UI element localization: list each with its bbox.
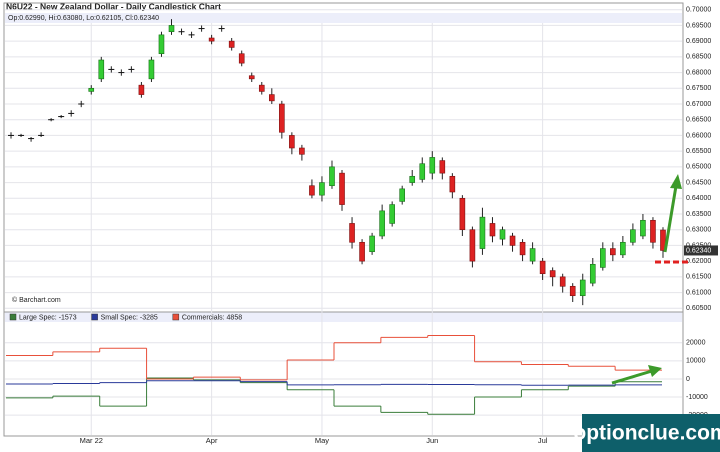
- candle-body: [289, 135, 295, 149]
- last-price-label: 0.62340: [686, 247, 711, 254]
- y-tick-label: 0.63500: [686, 211, 711, 218]
- candle-body: [650, 219, 656, 243]
- ohlc-info: Op:0.62990, Hi:0.63080, Lo:0.62105, Cl:0…: [8, 15, 159, 22]
- candle-body: [489, 223, 496, 237]
- y-tick-label: 0.67000: [686, 101, 711, 108]
- candle-body: [519, 241, 526, 256]
- candle-body: [359, 241, 365, 262]
- y-tick-label: 0: [686, 376, 690, 383]
- y-tick-label: 0.66500: [686, 117, 711, 124]
- candle-body: [409, 175, 416, 183]
- candle-body: [539, 260, 546, 275]
- candle-body: [389, 204, 395, 224]
- candle-body: [589, 263, 596, 284]
- candle-body: [98, 59, 105, 80]
- legend-label: Small Spec: -3285: [101, 314, 158, 321]
- y-tick-label: 0.68000: [686, 69, 711, 76]
- candle-body: [610, 248, 616, 256]
- legend-label: Large Spec: -1573: [19, 314, 77, 321]
- legend-swatch: [172, 313, 180, 321]
- candle-body: [339, 172, 345, 205]
- candle-body: [479, 216, 486, 249]
- cot-arrow: [611, 369, 653, 385]
- candle-body: [309, 185, 315, 196]
- candle-body: [469, 229, 476, 262]
- y-tick-label: 0.69500: [686, 22, 711, 29]
- candle-body: [329, 166, 335, 187]
- candle-body: [148, 59, 155, 80]
- frame: [3, 2, 684, 437]
- y-tick-label: 0.66000: [686, 132, 711, 139]
- watermark-box: [582, 414, 720, 452]
- y-tick-label: 0.64500: [686, 179, 711, 186]
- price-arrow: [663, 185, 678, 253]
- candle-body: [168, 25, 175, 33]
- candle-body: [158, 34, 165, 55]
- candle-body: [600, 248, 606, 268]
- x-tick-label: Mar 22: [80, 436, 103, 445]
- y-tick-label: 0.61000: [686, 289, 711, 296]
- y-tick-label: 0.63000: [686, 227, 711, 234]
- y-tick-label: -10000: [686, 394, 708, 401]
- legend-swatch: [9, 313, 17, 321]
- credit: © Barchart.com: [12, 296, 61, 304]
- candle-body: [138, 84, 145, 95]
- candle-body: [559, 276, 566, 287]
- x-tick-label: Apr: [206, 436, 218, 445]
- candle-body: [579, 279, 586, 297]
- x-tick-label: Jun: [426, 436, 438, 445]
- last-price-box: [684, 245, 718, 256]
- x-tick-label: May: [315, 436, 329, 445]
- candle-body: [529, 248, 536, 262]
- y-tick-label: 0.65000: [686, 164, 711, 171]
- legend-band: [5, 312, 682, 322]
- y-tick-label: 0.64000: [686, 195, 711, 202]
- y-tick-label: 0.65500: [686, 148, 711, 155]
- info-band: [5, 13, 682, 23]
- candle-body: [319, 182, 325, 196]
- price-arrowhead: [670, 174, 682, 189]
- y-tick-label: 20000: [686, 340, 706, 347]
- legend-label: Commercials: 4858: [182, 314, 242, 321]
- y-tick-label: 0.60500: [686, 305, 711, 312]
- candle-body: [279, 103, 285, 133]
- candle-body: [349, 223, 355, 243]
- watermark: optionclue.com: [573, 422, 720, 445]
- cot-arrowhead: [648, 365, 662, 377]
- candle-body: [399, 188, 405, 202]
- y-tick-label: 0.68500: [686, 54, 711, 61]
- candle-body: [269, 94, 275, 102]
- candle-body: [369, 235, 375, 253]
- x-tick-label: Jul: [538, 436, 548, 445]
- candle-body: [569, 285, 576, 297]
- candle-body: [228, 40, 235, 48]
- candle-body: [449, 175, 456, 193]
- candle-body: [238, 53, 245, 64]
- candle-body: [379, 210, 385, 237]
- candle-body: [509, 235, 516, 246]
- candle-body: [429, 157, 436, 174]
- candle-body: [258, 84, 265, 92]
- candle-body: [640, 219, 646, 237]
- legend-swatch: [91, 313, 98, 321]
- candle-body: [419, 163, 426, 180]
- candle-body: [248, 75, 255, 80]
- y-tick-label: 0.61500: [686, 274, 711, 281]
- candle-body: [499, 229, 506, 240]
- candle-body: [620, 241, 626, 256]
- candle-body: [208, 37, 215, 42]
- y-tick-label: 0.69000: [686, 38, 711, 45]
- candle-body: [549, 270, 556, 278]
- candle-body: [459, 197, 466, 231]
- candle-body: [299, 147, 305, 155]
- candle-body: [630, 229, 636, 243]
- candle-body: [439, 160, 446, 174]
- y-tick-label: 10000: [686, 358, 706, 365]
- candle-body: [88, 87, 95, 92]
- y-tick-label: 0.67500: [686, 85, 711, 92]
- chart-title: N6U22 - New Zealand Dollar - Daily Candl…: [6, 1, 221, 11]
- y-tick-label: 0.62000: [686, 258, 711, 265]
- y-tick-label: 0.70000: [686, 7, 711, 14]
